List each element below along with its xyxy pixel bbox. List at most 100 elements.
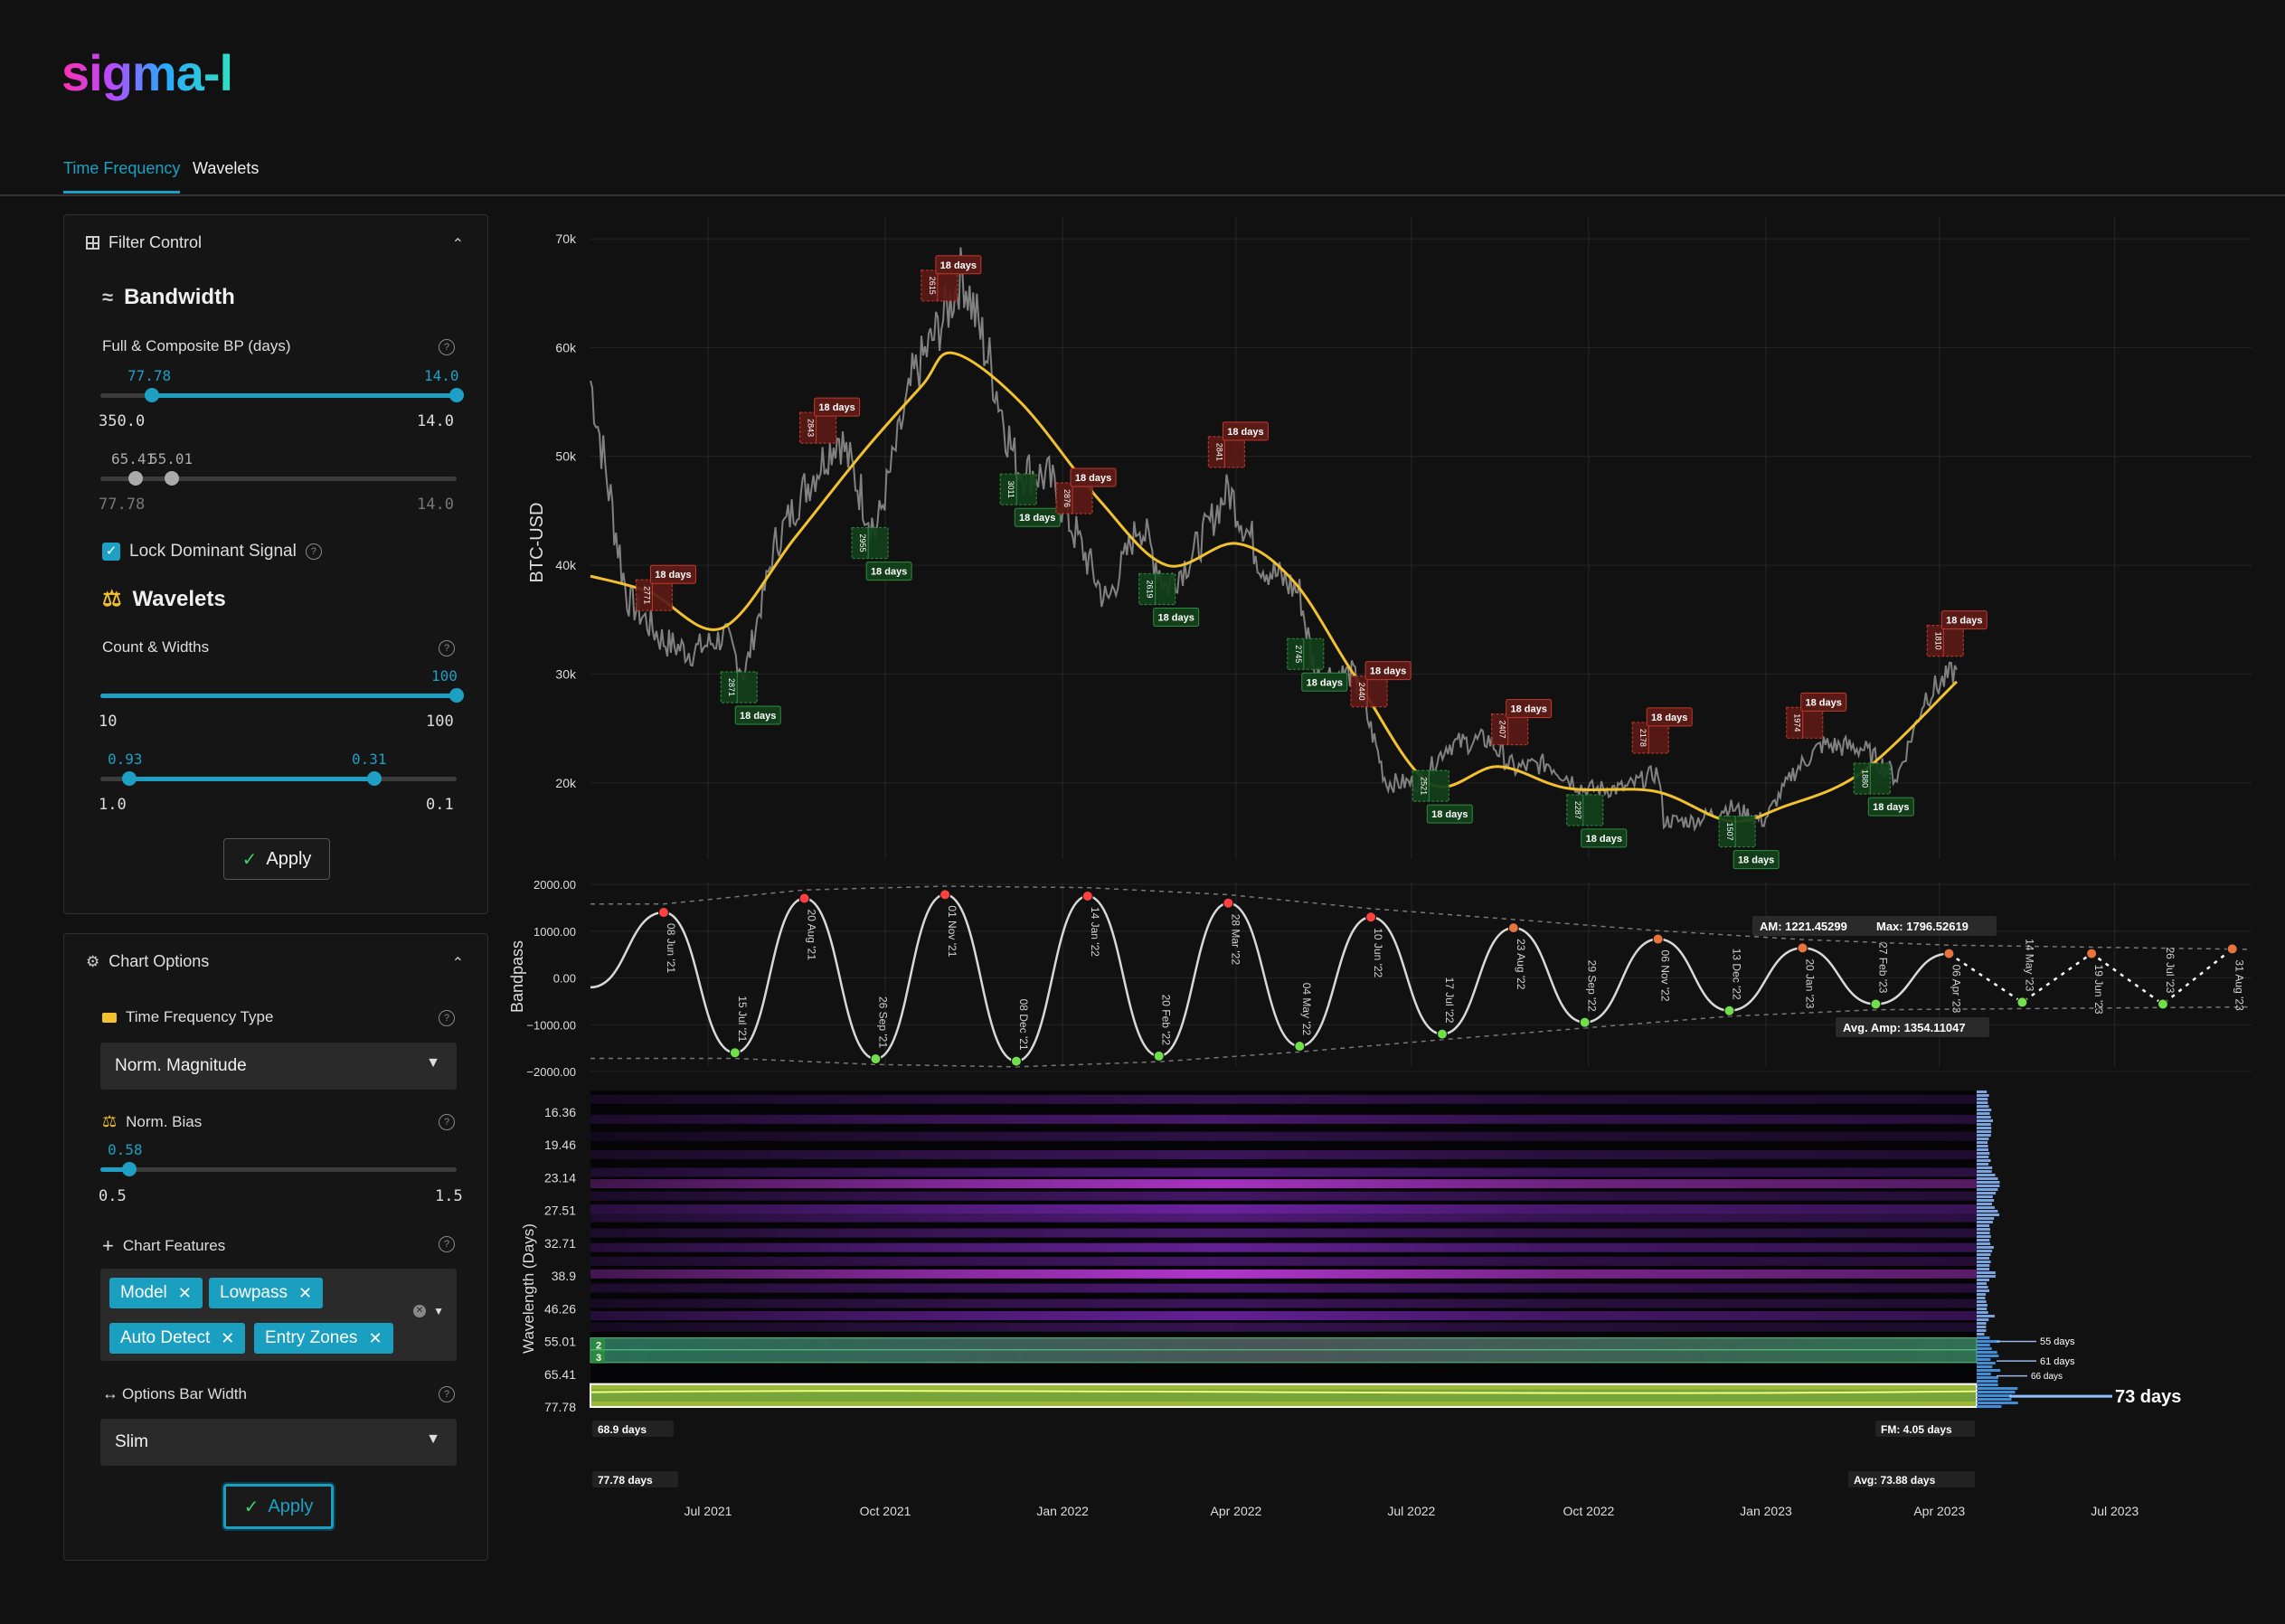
help-icon[interactable]: ? bbox=[439, 339, 455, 355]
filter-control-header[interactable]: Filter Control bbox=[86, 233, 202, 252]
lock-dominant-row[interactable]: ✓ Lock Dominant Signal ? bbox=[102, 542, 322, 562]
count-slider-handle[interactable] bbox=[449, 688, 464, 703]
composite-range-slider[interactable] bbox=[100, 471, 457, 486]
bandpass-date-label: 08 Jun '21 bbox=[665, 923, 677, 973]
entry-zone-peak[interactable]: 2841 18 days bbox=[1207, 421, 1269, 468]
entry-zone-label: 18 days bbox=[1738, 855, 1774, 866]
bandpass-peak-point[interactable] bbox=[1652, 933, 1664, 945]
chip-entry-zones[interactable]: Entry Zones ✕ bbox=[254, 1323, 393, 1354]
entry-zone-trough[interactable]: 1880 18 days bbox=[1853, 762, 1914, 817]
widths-range-low-handle[interactable] bbox=[121, 771, 137, 786]
caret-down-icon[interactable]: ▼ bbox=[433, 1305, 444, 1317]
dominant-selection[interactable] bbox=[590, 1383, 1978, 1408]
bandpass-trough-point[interactable] bbox=[870, 1053, 882, 1065]
bandpass-trough-point[interactable] bbox=[1010, 1055, 1022, 1067]
bandpass-trough-point[interactable] bbox=[1294, 1041, 1306, 1053]
tab-wavelets[interactable]: Wavelets bbox=[193, 159, 260, 177]
close-icon[interactable]: ✕ bbox=[298, 1283, 313, 1302]
price-y-ticks: 70k 60k 50k 40k 30k 20k bbox=[555, 231, 577, 790]
bandpass-trough-point[interactable] bbox=[1870, 998, 1882, 1010]
entry-zone-peak[interactable]: 2771 18 days bbox=[635, 564, 696, 611]
spectrum-bar bbox=[1977, 1398, 2012, 1401]
entry-zone-trough[interactable]: 2871 18 days bbox=[720, 671, 781, 725]
bandpass-trough-point[interactable] bbox=[1579, 1016, 1591, 1028]
bar-width-select[interactable]: Slim ▼ bbox=[100, 1419, 457, 1466]
entry-zone-trough[interactable]: 2521 18 days bbox=[1412, 770, 1473, 824]
bandpass-peak-point[interactable] bbox=[1943, 948, 1955, 959]
close-icon[interactable]: ✕ bbox=[221, 1328, 235, 1347]
bandpass-trough-point[interactable] bbox=[729, 1047, 741, 1059]
arrows-horizontal-icon: ↔ bbox=[102, 1384, 118, 1402]
spectrum-bar bbox=[1977, 1318, 1989, 1321]
entry-zone-trough[interactable]: 3011 18 days bbox=[999, 473, 1061, 527]
chart-features-multiselect[interactable]: Model ✕ Lowpass ✕ Auto Detect ✕ Entry Zones… bbox=[100, 1269, 457, 1361]
help-icon[interactable]: ? bbox=[439, 1010, 455, 1026]
bandpass-peak-point[interactable] bbox=[657, 907, 669, 919]
bandpass-peak-point[interactable] bbox=[2086, 948, 2098, 959]
help-icon[interactable]: ? bbox=[305, 543, 322, 560]
bp-range-high-handle[interactable] bbox=[449, 388, 464, 402]
filter-apply-button[interactable]: ✓ Apply bbox=[223, 838, 330, 880]
bandpass-peak-point[interactable] bbox=[1223, 897, 1234, 909]
bp-range-slider[interactable] bbox=[100, 388, 464, 402]
entry-zone-trough[interactable]: 1507 18 days bbox=[1718, 815, 1780, 870]
entry-zone-trough[interactable]: 2287 18 days bbox=[1566, 794, 1628, 848]
widths-range-high-handle[interactable] bbox=[367, 771, 382, 786]
bandpass-trough-point[interactable] bbox=[1436, 1028, 1448, 1040]
bandpass-peak-point[interactable] bbox=[939, 889, 951, 901]
bp-range-low-handle[interactable] bbox=[145, 388, 160, 402]
chip-model[interactable]: Model ✕ bbox=[109, 1278, 203, 1308]
bandpass-trough-point[interactable] bbox=[2157, 998, 2168, 1010]
count-slider[interactable] bbox=[100, 688, 464, 703]
entry-zone-box bbox=[1207, 436, 1245, 468]
help-icon[interactable]: ? bbox=[439, 640, 455, 656]
bandwidth-title: Bandwidth bbox=[124, 285, 235, 309]
chevron-up-icon[interactable]: ⌃ bbox=[451, 237, 464, 252]
bandpass-trough-point[interactable] bbox=[1153, 1050, 1165, 1062]
spectrum-bar bbox=[1977, 1311, 1988, 1314]
dominant-selection-ridge bbox=[590, 1390, 1978, 1394]
spectrum-bar bbox=[1977, 1304, 1988, 1307]
chevron-up-icon[interactable]: ⌃ bbox=[451, 956, 464, 971]
chip-auto-detect[interactable]: Auto Detect ✕ bbox=[109, 1323, 246, 1354]
bandpass-peak-point[interactable] bbox=[1507, 922, 1519, 934]
lock-dominant-checkbox[interactable]: ✓ bbox=[102, 543, 120, 561]
composite-slider-min: 77.78 bbox=[99, 496, 146, 514]
composite-range-high-handle[interactable] bbox=[164, 471, 179, 486]
spectrum-bar bbox=[1977, 1405, 2002, 1408]
widths-range-slider[interactable] bbox=[100, 771, 457, 786]
entry-zone-trough[interactable]: 2745 18 days bbox=[1287, 637, 1348, 692]
chip-lowpass[interactable]: Lowpass ✕ bbox=[209, 1278, 324, 1308]
entry-zone-peak[interactable]: 2440 18 days bbox=[1350, 661, 1412, 708]
heatmap-selection[interactable]: 3 bbox=[590, 1349, 1978, 1364]
clear-all-icon[interactable]: ✕ bbox=[413, 1305, 426, 1317]
entry-zone-peak[interactable]: 1974 18 days bbox=[1786, 692, 1847, 739]
bandpass-peak-point[interactable] bbox=[2226, 943, 2238, 955]
norm-bias-handle[interactable] bbox=[121, 1162, 137, 1176]
bandpass-trough-point[interactable] bbox=[2016, 996, 2028, 1008]
bandpass-peak-point[interactable] bbox=[1081, 890, 1093, 902]
entry-zone-trough[interactable]: 2955 18 days bbox=[851, 526, 912, 581]
close-icon[interactable]: ✕ bbox=[368, 1328, 382, 1347]
entry-zone-trough[interactable]: 2619 18 days bbox=[1138, 572, 1200, 628]
chart-options-header[interactable]: ⚙ Chart Options bbox=[86, 952, 209, 971]
bandpass-peak-point[interactable] bbox=[1365, 911, 1377, 923]
tf-type-select[interactable]: Norm. Magnitude ▼ bbox=[100, 1043, 457, 1090]
close-icon[interactable]: ✕ bbox=[177, 1283, 192, 1302]
help-icon[interactable]: ? bbox=[439, 1114, 455, 1130]
composite-range-low-handle[interactable] bbox=[128, 471, 144, 486]
bandpass-trough-point[interactable] bbox=[1723, 1005, 1735, 1016]
entry-zone-peak[interactable]: 1810 18 days bbox=[1926, 610, 1988, 657]
help-icon[interactable]: ? bbox=[439, 1236, 455, 1252]
bandpass-peak-point[interactable] bbox=[798, 892, 810, 904]
chart-options-apply-button[interactable]: ✓ Apply bbox=[223, 1484, 334, 1529]
help-icon[interactable]: ? bbox=[439, 1386, 455, 1402]
bandpass-peak-point[interactable] bbox=[1797, 942, 1808, 954]
norm-bias-slider[interactable] bbox=[100, 1162, 457, 1176]
tab-time-frequency[interactable]: Time Frequency bbox=[63, 159, 181, 194]
